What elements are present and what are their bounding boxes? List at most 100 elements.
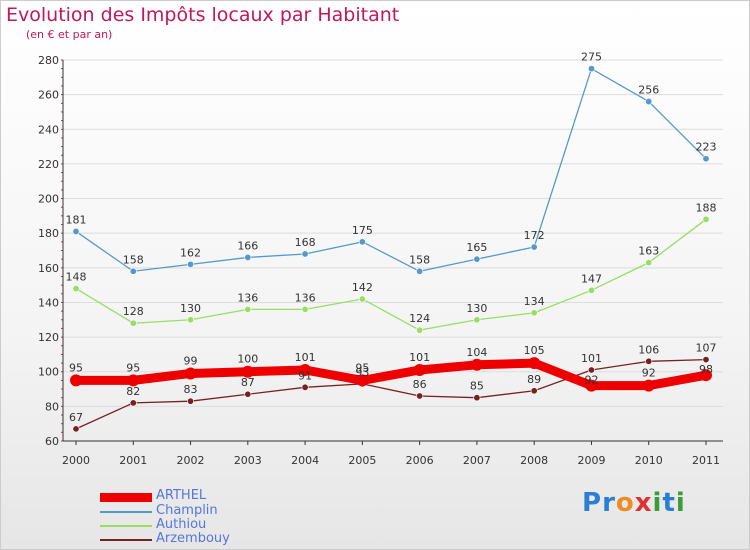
data-label-arthel: 104 [466, 346, 487, 359]
data-label-authiou: 130 [466, 302, 487, 315]
legend-label-arzembouy: Arzembouy [156, 531, 230, 546]
legend-label-champlin: Champlin [156, 503, 218, 518]
x-tick-label: 2001 [119, 454, 147, 467]
data-point-champlin [587, 65, 595, 73]
data-label-champlin: 165 [466, 241, 487, 254]
data-point-arzembouy [473, 394, 481, 402]
data-label-arzembouy: 91 [298, 369, 312, 382]
data-label-arzembouy: 107 [696, 342, 717, 355]
data-point-arthel [184, 367, 197, 380]
data-label-arthel: 92 [584, 374, 598, 387]
data-label-arzembouy: 86 [413, 378, 427, 391]
chart-title: Evolution des Impôts locaux par Habitant [6, 4, 400, 26]
series-line-arzembouy [75, 358, 707, 430]
data-point-champlin [187, 260, 195, 268]
legend-swatch-arthel [100, 493, 152, 502]
data-label-champlin: 256 [638, 84, 659, 97]
data-label-arzembouy: 106 [638, 343, 659, 356]
data-point-arzembouy [587, 366, 595, 374]
data-label-authiou: 134 [524, 295, 545, 308]
series-line-authiou [75, 218, 707, 331]
data-label-arzembouy: 89 [527, 373, 541, 386]
data-label-arthel: 98 [699, 363, 713, 376]
x-tick-label: 2002 [177, 454, 205, 467]
data-label-authiou: 163 [638, 245, 659, 258]
data-label-arthel: 92 [642, 367, 656, 380]
data-point-arthel [413, 363, 426, 376]
data-point-champlin [530, 243, 538, 251]
proxiti-logo: Proxiti [582, 488, 686, 518]
data-label-authiou: 148 [66, 271, 87, 284]
y-tick-label: 160 [38, 262, 59, 275]
y-tick-label: 220 [38, 158, 59, 171]
data-point-arthel [299, 363, 312, 376]
x-tick-label: 2010 [635, 454, 663, 467]
data-point-arthel [700, 369, 712, 382]
x-tick-label: 2007 [463, 454, 491, 467]
data-label-champlin: 158 [123, 253, 144, 266]
data-point-arzembouy [72, 425, 80, 433]
data-label-arthel: 95 [126, 361, 140, 374]
data-point-authiou [587, 286, 595, 294]
data-point-champlin [416, 267, 424, 275]
legend-swatch-champlin [100, 511, 152, 513]
data-point-arthel [642, 379, 655, 392]
data-label-champlin: 168 [295, 236, 316, 249]
data-point-champlin [645, 98, 653, 106]
data-label-authiou: 136 [295, 291, 316, 304]
data-point-arthel [470, 358, 483, 371]
series-line-champlin [75, 68, 707, 272]
data-point-arthel [528, 357, 541, 370]
data-point-authiou [416, 326, 424, 334]
x-tick-label: 2005 [348, 454, 376, 467]
data-point-arthel [585, 379, 598, 392]
data-point-authiou [129, 319, 137, 327]
x-tick-label: 2008 [520, 454, 548, 467]
data-label-arthel: 105 [524, 344, 545, 357]
data-point-champlin [244, 253, 252, 261]
data-point-arthel [356, 374, 369, 387]
legend-label-authiou: Authiou [156, 517, 207, 532]
x-tick-label: 2000 [62, 454, 90, 467]
data-label-arzembouy: 101 [581, 352, 602, 365]
data-label-arthel: 99 [184, 354, 198, 367]
data-point-arzembouy [416, 392, 424, 400]
y-tick-label: 200 [38, 193, 59, 206]
data-label-champlin: 275 [581, 51, 602, 64]
data-label-authiou: 188 [696, 201, 717, 214]
data-point-arthel [241, 365, 254, 378]
data-point-champlin [473, 255, 481, 263]
x-tick-label: 2006 [406, 454, 434, 467]
x-tick-label: 2009 [577, 454, 605, 467]
data-label-arthel: 95 [69, 361, 83, 374]
data-label-champlin: 181 [66, 213, 87, 226]
data-label-arzembouy: 67 [69, 411, 83, 424]
data-label-arthel: 101 [409, 351, 430, 364]
data-point-arzembouy [301, 383, 309, 391]
y-tick-label: 80 [45, 400, 59, 413]
data-label-champlin: 175 [352, 224, 373, 237]
data-point-arthel [70, 374, 82, 387]
data-label-authiou: 136 [237, 291, 258, 304]
data-label-champlin: 162 [180, 246, 201, 259]
y-tick-label: 180 [38, 227, 59, 240]
data-label-arthel: 101 [295, 351, 316, 364]
y-tick-label: 140 [38, 296, 59, 309]
data-point-arzembouy [244, 390, 252, 398]
data-label-arzembouy: 82 [126, 385, 140, 398]
data-point-authiou [530, 309, 538, 317]
legend-label-arthel: ARTHEL [156, 488, 207, 503]
data-label-champlin: 172 [524, 229, 545, 242]
data-point-authiou [72, 285, 80, 293]
data-point-arzembouy [702, 356, 710, 364]
data-point-champlin [358, 238, 366, 246]
data-point-arthel [127, 374, 140, 387]
data-label-arzembouy: 87 [241, 376, 255, 389]
data-point-authiou [244, 305, 252, 313]
data-label-arzembouy: 85 [470, 380, 484, 393]
data-point-authiou [702, 215, 710, 223]
legend-swatch-authiou [100, 525, 152, 527]
data-label-authiou: 124 [409, 312, 430, 325]
